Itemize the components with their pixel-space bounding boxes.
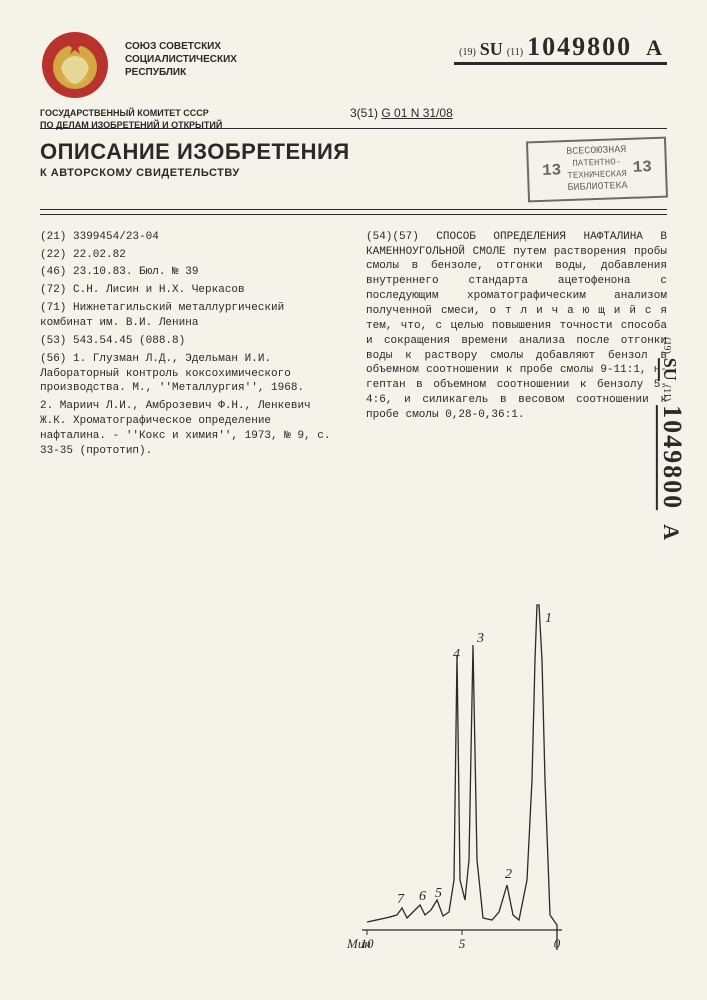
union-line2: СОЦИАЛИСТИЧЕСКИХ <box>125 53 245 66</box>
country-code: SU <box>480 39 503 59</box>
library-stamp: ВСЕСОЮЗНАЯ 13 ПАТЕНТНО- ТЕХНИЧЕСКАЯ 13 Б… <box>526 137 668 203</box>
svg-text:4: 4 <box>453 647 460 662</box>
body-columns: (21) 3399454/23-04 (22) 22.02.82 (46) 23… <box>40 230 667 462</box>
divider-icon <box>40 209 667 210</box>
chromatogram-chart: 1050Мин1234567 <box>347 600 577 970</box>
svg-text:5: 5 <box>459 936 466 951</box>
svg-text:Мин: Мин <box>347 936 371 951</box>
committee-line2: ПО ДЕЛАМ ИЗОБРЕТЕНИЙ И ОТКРЫТИЙ <box>40 120 667 132</box>
field-72: (72) С.Н. Лисин и Н.Х. Черкасов <box>40 283 341 298</box>
title-block: ОПИСАНИЕ ИЗОБРЕТЕНИЯ К АВТОРСКОМУ СВИДЕТ… <box>40 139 527 179</box>
field-46: (46) 23.10.83. Бюл. № 39 <box>40 265 341 280</box>
patent-suffix: A <box>646 35 662 60</box>
field-22: (22) 22.02.82 <box>40 248 341 263</box>
side-patent-number: (19) SU (11) 1049800 A <box>657 337 687 540</box>
svg-text:5: 5 <box>435 886 442 901</box>
field-71: (71) Нижнетагильский металлургический ко… <box>40 301 341 331</box>
field-21: (21) 3399454/23-04 <box>40 230 341 245</box>
stamp-num-right: 13 <box>632 158 652 179</box>
title-row: ОПИСАНИЕ ИЗОБРЕТЕНИЯ К АВТОРСКОМУ СВИДЕТ… <box>40 139 667 200</box>
ussr-emblem-icon <box>40 30 110 100</box>
patent-number: 1049800 <box>527 32 632 61</box>
code-mid: (11) <box>507 47 523 58</box>
abstract-body: (54)(57) СПОСОБ ОПРЕДЕЛЕНИЯ НАФТАЛИНА В … <box>366 230 667 423</box>
left-column: (21) 3399454/23-04 (22) 22.02.82 (46) 23… <box>40 230 341 462</box>
union-line3: РЕСПУБЛИК <box>125 66 245 79</box>
union-line1: СОЮЗ СОВЕТСКИХ <box>125 40 245 53</box>
svg-text:7: 7 <box>397 892 405 907</box>
main-title: ОПИСАНИЕ ИЗОБРЕТЕНИЯ <box>40 139 527 165</box>
svg-text:6: 6 <box>419 889 426 904</box>
right-column: (54)(57) СПОСОБ ОПРЕДЕЛЕНИЯ НАФТАЛИНА В … <box>366 230 667 462</box>
stamp-num-left: 13 <box>542 161 562 182</box>
subtitle: К АВТОРСКОМУ СВИДЕТЕЛЬСТВУ <box>40 167 527 179</box>
svg-text:1: 1 <box>545 611 552 626</box>
patent-page: СОЮЗ СОВЕТСКИХ СОЦИАЛИСТИЧЕСКИХ РЕСПУБЛИ… <box>0 0 707 1000</box>
divider-icon <box>40 214 667 215</box>
svg-text:3: 3 <box>476 631 484 646</box>
classification-code: 3(51) G 01 N 31/08 <box>350 106 667 120</box>
field-53: (53) 543.54.45 (088.8) <box>40 334 341 349</box>
union-text: СОЮЗ СОВЕТСКИХ СОЦИАЛИСТИЧЕСКИХ РЕСПУБЛИ… <box>125 30 245 79</box>
patent-number-box: (19) SU (11) 1049800 A <box>454 30 667 65</box>
svg-text:0: 0 <box>554 936 561 951</box>
field-56b: 2. Мариич Л.И., Амброзевич Ф.Н., Ленкеви… <box>40 399 341 458</box>
field-56a: (56) 1. Глузман Л.Д., Эдельман И.И. Лабо… <box>40 352 341 397</box>
svg-text:2: 2 <box>505 867 512 882</box>
code-prefix: (19) <box>459 47 476 58</box>
header-row: СОЮЗ СОВЕТСКИХ СОЦИАЛИСТИЧЕСКИХ РЕСПУБЛИ… <box>40 30 667 100</box>
